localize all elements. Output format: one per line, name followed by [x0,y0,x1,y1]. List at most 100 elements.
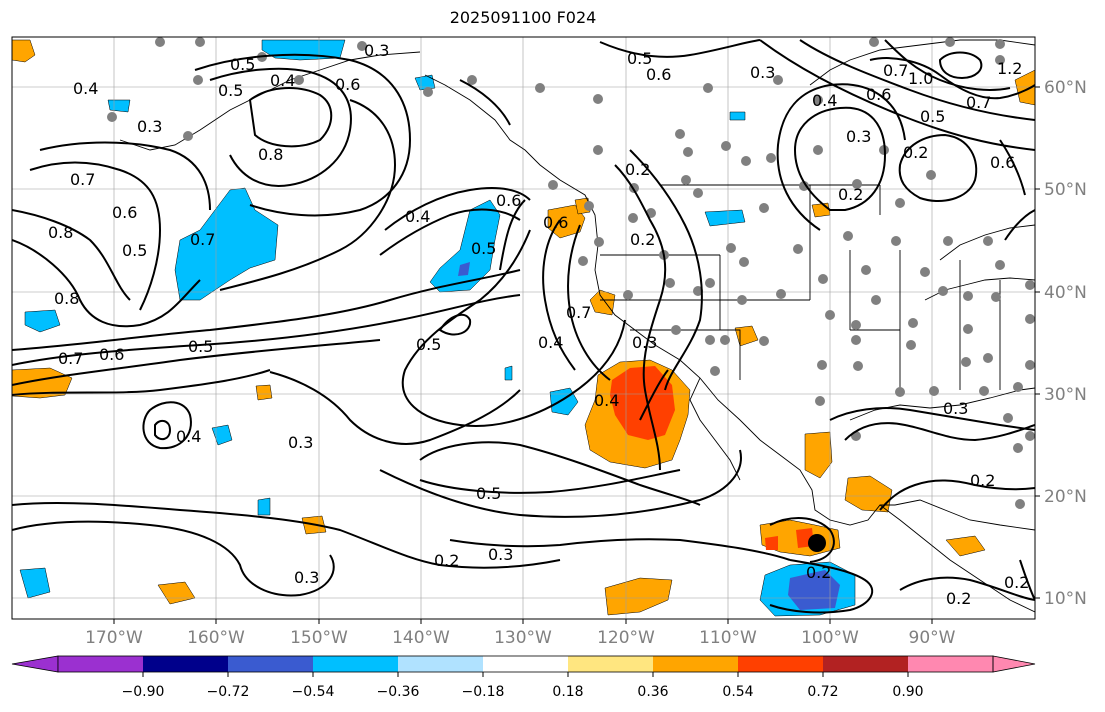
colorbar-tick-label: 0.36 [637,684,668,700]
contour-label: 0.5 [218,81,243,100]
contour-labels: 0.3 0.5 0.4 0.3 0.5 0.4 0.6 0.7 0.8 0.7 … [48,41,1029,608]
lat-tick-label: 20°N [1044,487,1087,507]
contour-label: 0.4 [594,391,619,410]
lon-axis: 170°W 160°W 150°W 140°W 130°W 120°W 110°… [85,619,956,648]
colorbar-segment [738,656,823,672]
colorbar-segment [483,656,568,672]
colorbar-tick-label: 0.72 [807,684,838,700]
contour-label: 0.6 [335,75,360,94]
contour-label: 0.5 [416,335,441,354]
lon-tick-label: 150°W [290,628,348,648]
contour-label: 0.3 [846,127,871,146]
lon-tick-label: 90°W [909,628,956,648]
contour-label: 0.2 [903,143,928,162]
contour-label: 0.5 [230,55,255,74]
graticule [12,37,1035,619]
contour-label: 0.7 [566,303,591,322]
contour-label: 0.5 [627,49,652,68]
contour-label: 0.3 [750,63,775,82]
contour-label: 0.5 [476,484,501,503]
contour-label: 0.3 [488,545,513,564]
contour-label: 0.6 [496,191,521,210]
lon-tick-label: 120°W [597,628,655,648]
lon-tick-label: 170°W [85,628,143,648]
lon-tick-label: 160°W [187,628,245,648]
colorbar-tick-label: 0.90 [892,684,923,700]
colorbar-tick-label: −0.72 [207,684,250,700]
contour-label: 0.3 [943,399,968,418]
colorbar-segment [398,656,483,672]
contour-label: 0.8 [54,289,79,308]
contour-lines [12,39,1035,614]
colorbar-segment [653,656,738,672]
contour-label: 0.3 [137,117,162,136]
contour-label: 0.7 [883,61,908,80]
colorbar-tick-label: 0.18 [552,684,583,700]
colorbar-segment [58,656,143,672]
colorbar-tick-label: −0.90 [122,684,165,700]
colorbar-max-arrow [992,655,1036,673]
contour-label: 0.8 [48,223,73,242]
contour-label: 0.3 [294,568,319,587]
colorbar-tick-label: 0.54 [722,684,753,700]
lon-tick-label: 140°W [392,628,450,648]
contour-label: 0.4 [73,79,98,98]
contour-label: 0.2 [1004,573,1029,592]
lat-axis: 60°N 50°N 40°N 30°N 20°N 10°N [1035,78,1087,609]
colorbar-tick-label: −0.36 [377,684,420,700]
station-markers [107,37,1035,509]
contour-label: 1.2 [997,59,1022,78]
contour-label: 0.6 [646,65,671,84]
colorbar-segment [823,656,908,672]
contour-label: 0.2 [946,589,971,608]
contour-label: 0.7 [70,170,95,189]
lat-tick-label: 60°N [1044,78,1087,98]
contour-label: 0.5 [188,337,213,356]
contour-label: 0.2 [838,185,863,204]
contour-label: 1.0 [908,69,933,88]
contour-label: 0.3 [632,333,657,352]
contour-label: 0.2 [434,551,459,570]
contour-label: 0.4 [405,207,430,226]
colorbar-segment [143,656,228,672]
contour-label: 0.4 [812,91,837,110]
contour-label: 0.8 [258,145,283,164]
contour-label: 0.7 [58,349,83,368]
contour-label: 0.6 [543,213,568,232]
colorbar-tick-label: −0.54 [292,684,335,700]
contour-label: 0.5 [471,239,496,258]
map-title: 2025091100 F024 [449,8,597,27]
contour-label: 0.4 [538,333,563,352]
contour-label: 0.6 [866,85,891,104]
contour-label: 0.4 [270,71,295,90]
lat-tick-label: 10°N [1044,589,1087,609]
contour-label: 0.2 [630,230,655,249]
map-panel: 0.3 0.5 0.4 0.3 0.5 0.4 0.6 0.7 0.8 0.7 … [12,37,1035,619]
colorbar: −0.90 −0.72 −0.54 −0.36 −0.18 0.18 0.36 … [11,655,1036,700]
lon-tick-label: 130°W [494,628,552,648]
colorbar-segment [908,656,993,672]
lat-tick-label: 40°N [1044,283,1087,303]
colorbar-segment [568,656,653,672]
contour-label: 0.7 [190,230,215,249]
contour-label: 0.6 [990,153,1015,172]
contour-label: 0.3 [364,41,389,60]
contour-label: 0.3 [288,433,313,452]
lon-tick-label: 110°W [699,628,757,648]
contour-label: 0.5 [122,241,147,260]
contour-label: 0.2 [806,563,831,582]
storm-center-marker [808,534,826,552]
colorbar-tick-label: −0.18 [462,684,505,700]
contour-label: 0.7 [966,93,991,112]
contour-label: 0.2 [970,471,995,490]
colorbar-min-arrow [11,655,59,673]
contour-label: 0.4 [176,427,201,446]
contour-label: 0.6 [99,345,124,364]
colorbar-segment [313,656,398,672]
lat-tick-label: 50°N [1044,180,1087,200]
lon-tick-label: 100°W [801,628,859,648]
contour-label: 0.6 [112,203,137,222]
lat-tick-label: 30°N [1044,385,1087,405]
colorbar-segment [228,656,313,672]
